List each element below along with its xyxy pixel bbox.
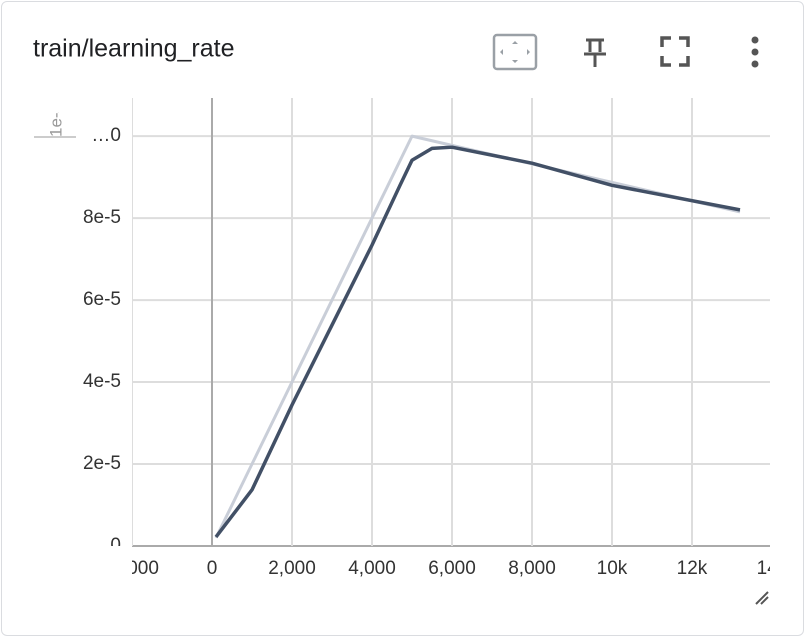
y-multiplier: 1e-4: [46, 103, 65, 137]
x-tick-label: -2,000: [105, 558, 159, 579]
fit-domain-button[interactable]: [492, 33, 538, 71]
y-tick-label: 8e-5: [83, 207, 121, 228]
resize-handle[interactable]: [755, 591, 769, 605]
y-tick-label: 0: [110, 535, 121, 556]
x-tick-label: 4,000: [348, 558, 396, 579]
fit-icon: [500, 41, 530, 63]
y-tick-label: 6e-5: [83, 289, 121, 310]
toolbar: [492, 33, 759, 71]
series-line: [214, 134, 741, 539]
x-tick-label: 14k: [757, 558, 788, 579]
x-tick-label: 2,000: [268, 558, 316, 579]
x-tick-label: 10k: [597, 558, 628, 579]
menu-button[interactable]: [751, 36, 759, 68]
x-tick-label: 6,000: [428, 558, 476, 579]
chart-title: train/learning_rate: [33, 35, 235, 63]
y-tick-label: …0: [91, 125, 121, 146]
series-line: [214, 145, 741, 539]
y-tick-label: 2e-5: [83, 453, 121, 474]
fullscreen-button[interactable]: [660, 36, 690, 67]
x-tick-label: 0: [207, 558, 218, 579]
x-tick-label: 8,000: [508, 558, 556, 579]
x-tick-label: 12k: [677, 558, 708, 579]
y-tick-label: 4e-5: [83, 371, 121, 392]
pin-button[interactable]: [584, 38, 606, 67]
